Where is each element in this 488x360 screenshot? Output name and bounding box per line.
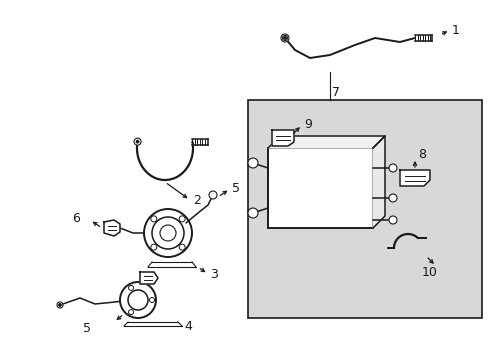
Circle shape xyxy=(152,217,183,249)
Polygon shape xyxy=(271,130,293,146)
Polygon shape xyxy=(399,170,429,186)
Circle shape xyxy=(128,290,148,310)
Circle shape xyxy=(388,216,396,224)
Text: 7: 7 xyxy=(331,85,339,99)
Circle shape xyxy=(128,310,133,315)
Circle shape xyxy=(151,244,157,250)
Circle shape xyxy=(247,158,258,168)
Text: 8: 8 xyxy=(417,148,425,161)
Polygon shape xyxy=(104,220,120,236)
Circle shape xyxy=(149,297,154,302)
Text: 5: 5 xyxy=(231,181,240,194)
Text: 6: 6 xyxy=(72,211,80,225)
Circle shape xyxy=(151,216,157,222)
Circle shape xyxy=(59,304,61,306)
Text: 9: 9 xyxy=(304,117,311,130)
Text: 4: 4 xyxy=(183,320,191,333)
Circle shape xyxy=(134,138,141,145)
Circle shape xyxy=(388,194,396,202)
Polygon shape xyxy=(267,136,384,148)
Circle shape xyxy=(208,191,217,199)
Circle shape xyxy=(128,285,133,291)
Text: 1: 1 xyxy=(451,23,459,36)
Circle shape xyxy=(179,216,185,222)
Text: 2: 2 xyxy=(193,194,201,207)
Bar xyxy=(267,148,372,228)
Circle shape xyxy=(57,302,63,308)
Text: 5: 5 xyxy=(83,321,91,334)
Polygon shape xyxy=(372,136,384,228)
Text: 3: 3 xyxy=(209,267,218,280)
Circle shape xyxy=(247,208,258,218)
Circle shape xyxy=(120,282,156,318)
Circle shape xyxy=(143,209,192,257)
Circle shape xyxy=(179,244,185,250)
Circle shape xyxy=(388,164,396,172)
Bar xyxy=(247,100,481,318)
Polygon shape xyxy=(140,272,158,284)
Circle shape xyxy=(282,36,287,40)
Circle shape xyxy=(281,34,288,42)
Circle shape xyxy=(160,225,176,241)
Text: 10: 10 xyxy=(421,266,437,279)
Circle shape xyxy=(283,37,285,39)
Circle shape xyxy=(136,140,139,143)
